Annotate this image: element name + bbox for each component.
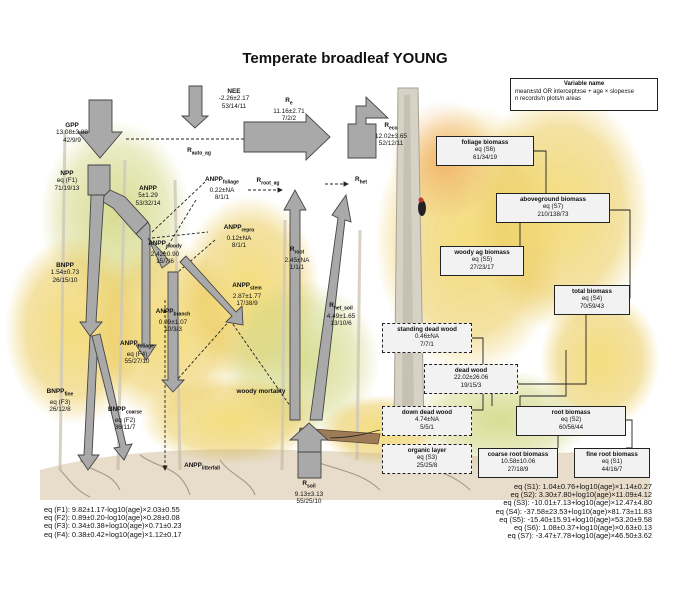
- gpp-label: GPP 13.08±3.88 42/9/9: [56, 122, 88, 144]
- equation-s4: eq (S4): -37.58±23.53+log10(age)×81.73±1…: [495, 506, 652, 516]
- rhet-label: Rhet: [354, 176, 368, 186]
- legend-line-2: n records/n plots/n areas: [515, 96, 582, 102]
- log-connector: [329, 429, 381, 439]
- reco-label: Reco 12.02±3.65 52/12/11: [375, 122, 407, 148]
- nee-label: NEE -2.26±2.17 53/14/11: [218, 88, 250, 110]
- equation-f2: eq (F2): 0.89±0.20-log10(age)×0.28±0.08: [44, 513, 180, 523]
- anpp-foliage-top-label: ANPPfoliage 0.22±NA 8/1/1: [205, 176, 239, 202]
- anpp-woody-label: ANPPwoody 2.42±0.90 15/7/6: [148, 240, 182, 266]
- re-label: Re 11.16±2.71 7/2/2: [273, 97, 305, 123]
- equation-s6: eq (S6): 1.08±0.37+log10(age)×0.63±0.13: [514, 523, 652, 533]
- rhet-soil-label: Rhet_soil 4.49±1.65 13/10/6: [326, 302, 356, 328]
- equation-s5: eq (S5): -15.40±15.91+log10(age)×53.20±9…: [499, 514, 652, 524]
- anpp-branch-label: ANPPbranch 0.99±1.07 10/3/3: [155, 308, 191, 334]
- equation-s7: eq (S7): -3.47±7.78+log10(age)×46.50±3.6…: [507, 531, 652, 541]
- equation-s3: eq (S3): -10.01±7.13+log10(age)×12.47±4.…: [503, 498, 652, 508]
- dead-wood-box: dead wood 22.02±26.06 19/15/3: [424, 364, 518, 394]
- anpp-repro-label: ANPPrepro 0.12±NA 8/1/1: [223, 224, 255, 250]
- total-biomass-box: total biomass eq (S4) 70/59/43: [554, 285, 630, 315]
- equations-right: eq (S1): 1.04±0.76+log10(age)×1.14±0.27 …: [495, 482, 652, 541]
- anpp-stem-label: ANPPstem 2.87±1.77 17/38/9: [232, 282, 262, 308]
- woody-mortality-label: woody mortality: [236, 388, 286, 395]
- anpp-label: ANPP 5±1.29 53/32/14: [135, 185, 161, 207]
- equations-left: eq (F1): 9.82±1.17-log10(age)×2.03±0.55 …: [44, 505, 182, 539]
- equation-f4: eq (F4): 0.38±0.42+log10(age)×1.12±0.17: [44, 529, 182, 539]
- equation-f3: eq (F3): 0.34±0.38+log10(age)×0.71±0.23: [44, 521, 182, 531]
- fine-root-biomass-box: fine root biomass eq (S1) 44/16/7: [574, 448, 650, 478]
- bnpp-fine-label: BNPPfine eq (F3) 26/12/8: [46, 388, 74, 414]
- down-dead-wood-box: down dead wood 4.74±NA 5/5/1: [382, 406, 472, 436]
- equation-s1: eq (S1): 1.04±0.76+log10(age)×1.14±0.27: [514, 482, 652, 491]
- foliage-biomass-box: foliage biomass eq (S6) 61/34/19: [436, 136, 534, 166]
- aboveground-biomass-box: aboveground biomass eq (S7) 210/138/73: [496, 193, 610, 223]
- root-biomass-box: root biomass eq (S2) 60/56/44: [516, 406, 626, 436]
- organic-layer-box: organic layer eq (S3) 25/25/8: [382, 444, 472, 474]
- rauto-ag-label: Rauto_ag: [187, 147, 211, 157]
- diagram-title: Temperate broadleaf YOUNG: [242, 50, 448, 67]
- coarse-root-biomass-box: coarse root biomass 10.58±10.06 27/18/9: [478, 448, 558, 478]
- anpp-foliage-label: ANPPfoliage eq (F4) 55/27/10: [120, 340, 154, 366]
- woody-ag-biomass-box: woody ag biomass eq (S5) 27/23/17: [440, 246, 524, 276]
- npp-label: NPP eq (F1) 71/19/13: [54, 170, 80, 192]
- woodpecker: [418, 197, 426, 216]
- rroot-ag-label: Rroot_ag: [256, 177, 280, 187]
- equation-s2: eq (S2): 3.30±7.80+log10(age)×11.09±4.12: [510, 490, 652, 500]
- legend-box: Variable name mean±std OR intercept±se +…: [510, 78, 658, 111]
- bnpp-coarse-label: BNPPcoarse eq (F2) 36/11/7: [108, 406, 142, 432]
- legend-line-1: mean±std OR intercept±se + age × slope±s…: [515, 88, 634, 95]
- equation-f1: eq (F1): 9.82±1.17-log10(age)×2.03±0.55: [44, 505, 180, 514]
- bnpp-label: BNPP 1.54±0.73 26/15/10: [50, 262, 80, 284]
- legend-title: Variable name: [563, 81, 605, 87]
- anpp-litterfall-label: ANPPlitterfall: [184, 462, 220, 472]
- flux-arrows: [77, 85, 390, 479]
- rsoil-label: Rsoil 9.13±3.13 55/25/10: [294, 480, 324, 506]
- standing-dead-wood-box: standing dead wood 0.46±NA 7/7/1: [382, 323, 472, 353]
- rroot-label: Rroot 2.45±NA 1/1/1: [284, 246, 310, 272]
